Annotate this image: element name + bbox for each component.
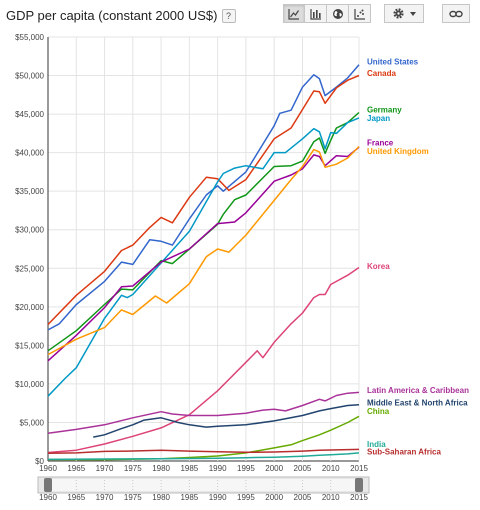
y-tick-label: $50,000 — [15, 72, 44, 81]
slider-tick-label: 2000 — [265, 493, 283, 502]
chart-title-text: GDP per capita (constant 2000 US$) — [6, 8, 218, 23]
series-line-sub-saharan-africa — [47, 448, 360, 455]
y-tick-label: $0 — [35, 457, 44, 466]
map-button[interactable] — [327, 4, 349, 23]
series-label: Korea — [367, 262, 390, 271]
x-tick-label: 2005 — [294, 464, 312, 473]
link-button[interactable] — [442, 4, 470, 23]
series-label: Middle East & North Africa — [367, 398, 468, 407]
slider-right-handle[interactable] — [355, 478, 363, 492]
scatter-chart-icon — [353, 8, 365, 20]
slider-ticks: 1960 1965 1970 1975 1980 1985 1990 1995 2000 2005… — [39, 480, 368, 502]
x-tick-label: 2010 — [322, 464, 340, 473]
x-tick-label: 1960 — [39, 464, 57, 473]
x-tick-label: 1975 — [124, 464, 142, 473]
gear-icon — [393, 8, 404, 19]
y-tick-label: $35,000 — [15, 187, 44, 196]
series-label: Japan — [367, 114, 390, 123]
chart-type-toolbar — [283, 4, 371, 24]
series-line-latin-america-caribbean — [47, 391, 360, 434]
help-icon[interactable]: ? — [221, 9, 236, 23]
chart-title: GDP per capita (constant 2000 US$)? — [6, 8, 236, 23]
y-tick-label: $40,000 — [15, 149, 44, 158]
slider-selection — [48, 479, 359, 491]
series-label: France — [367, 139, 394, 148]
series-label: Sub-Saharan Africa — [367, 448, 441, 457]
slider-tick-label: 1985 — [180, 493, 198, 502]
series-label: Canada — [367, 69, 396, 78]
slider-tick-label: 1995 — [237, 493, 255, 502]
x-tick-label: 1990 — [209, 464, 227, 473]
series-label: United Kingdom — [367, 147, 429, 156]
y-tick-label: $10,000 — [15, 380, 44, 389]
series-line-united-states — [47, 64, 360, 331]
y-axis: $0 $5,000 $10,000 $15,000 $20,000 $25,000 $30,… — [15, 33, 44, 466]
series-label: China — [367, 407, 390, 416]
slider-left-handle[interactable] — [44, 478, 52, 492]
series-label: United States — [367, 58, 419, 67]
x-tick-label: 1965 — [67, 464, 85, 473]
series-label: India — [367, 440, 386, 449]
y-tick-label: $45,000 — [15, 110, 44, 119]
series-line-india — [47, 452, 360, 461]
y-tick-label: $15,000 — [15, 341, 44, 350]
series-line-japan — [47, 117, 360, 397]
series-line-korea — [47, 266, 360, 454]
x-tick-label: 1985 — [180, 464, 198, 473]
slider-tick-label: 2015 — [350, 493, 368, 502]
scatter-chart-button[interactable] — [349, 4, 371, 23]
series-line-middle-east-north-africa — [93, 403, 360, 438]
slider-tick-label: 1975 — [124, 493, 142, 502]
settings-button[interactable] — [384, 4, 424, 23]
series-line-germany — [47, 111, 360, 352]
x-tick-label: 1995 — [237, 464, 255, 473]
x-tick-label: 2000 — [265, 464, 283, 473]
time-range-slider[interactable]: 1960 1965 1970 1975 1980 1985 1990 1995 2000 2005… — [37, 476, 370, 502]
x-tick-label: 1970 — [96, 464, 114, 473]
x-tick-label: 2015 — [350, 464, 368, 473]
link-icon — [449, 10, 463, 17]
y-tick-label: $25,000 — [15, 264, 44, 273]
slider-tick-label: 1990 — [209, 493, 227, 502]
chevron-down-icon — [410, 11, 416, 16]
slider-tick-label: 1970 — [96, 493, 114, 502]
series-label: Latin America & Caribbean — [367, 386, 469, 395]
slider-tick-label: 2010 — [322, 493, 340, 502]
line-chart-button[interactable] — [283, 4, 305, 23]
y-tick-label: $30,000 — [15, 226, 44, 235]
slider-tick-label: 1980 — [152, 493, 170, 502]
bar-chart-icon — [309, 8, 321, 20]
slider-tick-label: 1960 — [39, 493, 57, 502]
series-line-canada — [47, 74, 360, 326]
y-tick-label: $5,000 — [20, 418, 45, 427]
series-lines — [47, 64, 360, 461]
series-label: Germany — [367, 105, 402, 114]
y-tick-label: $20,000 — [15, 303, 44, 312]
x-tick-label: 1980 — [152, 464, 170, 473]
series-line-united-kingdom — [47, 145, 360, 356]
plot-background — [48, 37, 359, 461]
map-globe-icon — [332, 8, 343, 19]
slider-tick-label: 2005 — [294, 493, 312, 502]
y-tick-label: $55,000 — [15, 33, 44, 42]
line-chart-icon — [288, 8, 299, 20]
x-axis: 1960 1965 1970 1975 1980 1985 1990 1995 2000 2005… — [39, 464, 368, 473]
slider-tick-label: 1965 — [67, 493, 85, 502]
bar-chart-button[interactable] — [305, 4, 327, 23]
